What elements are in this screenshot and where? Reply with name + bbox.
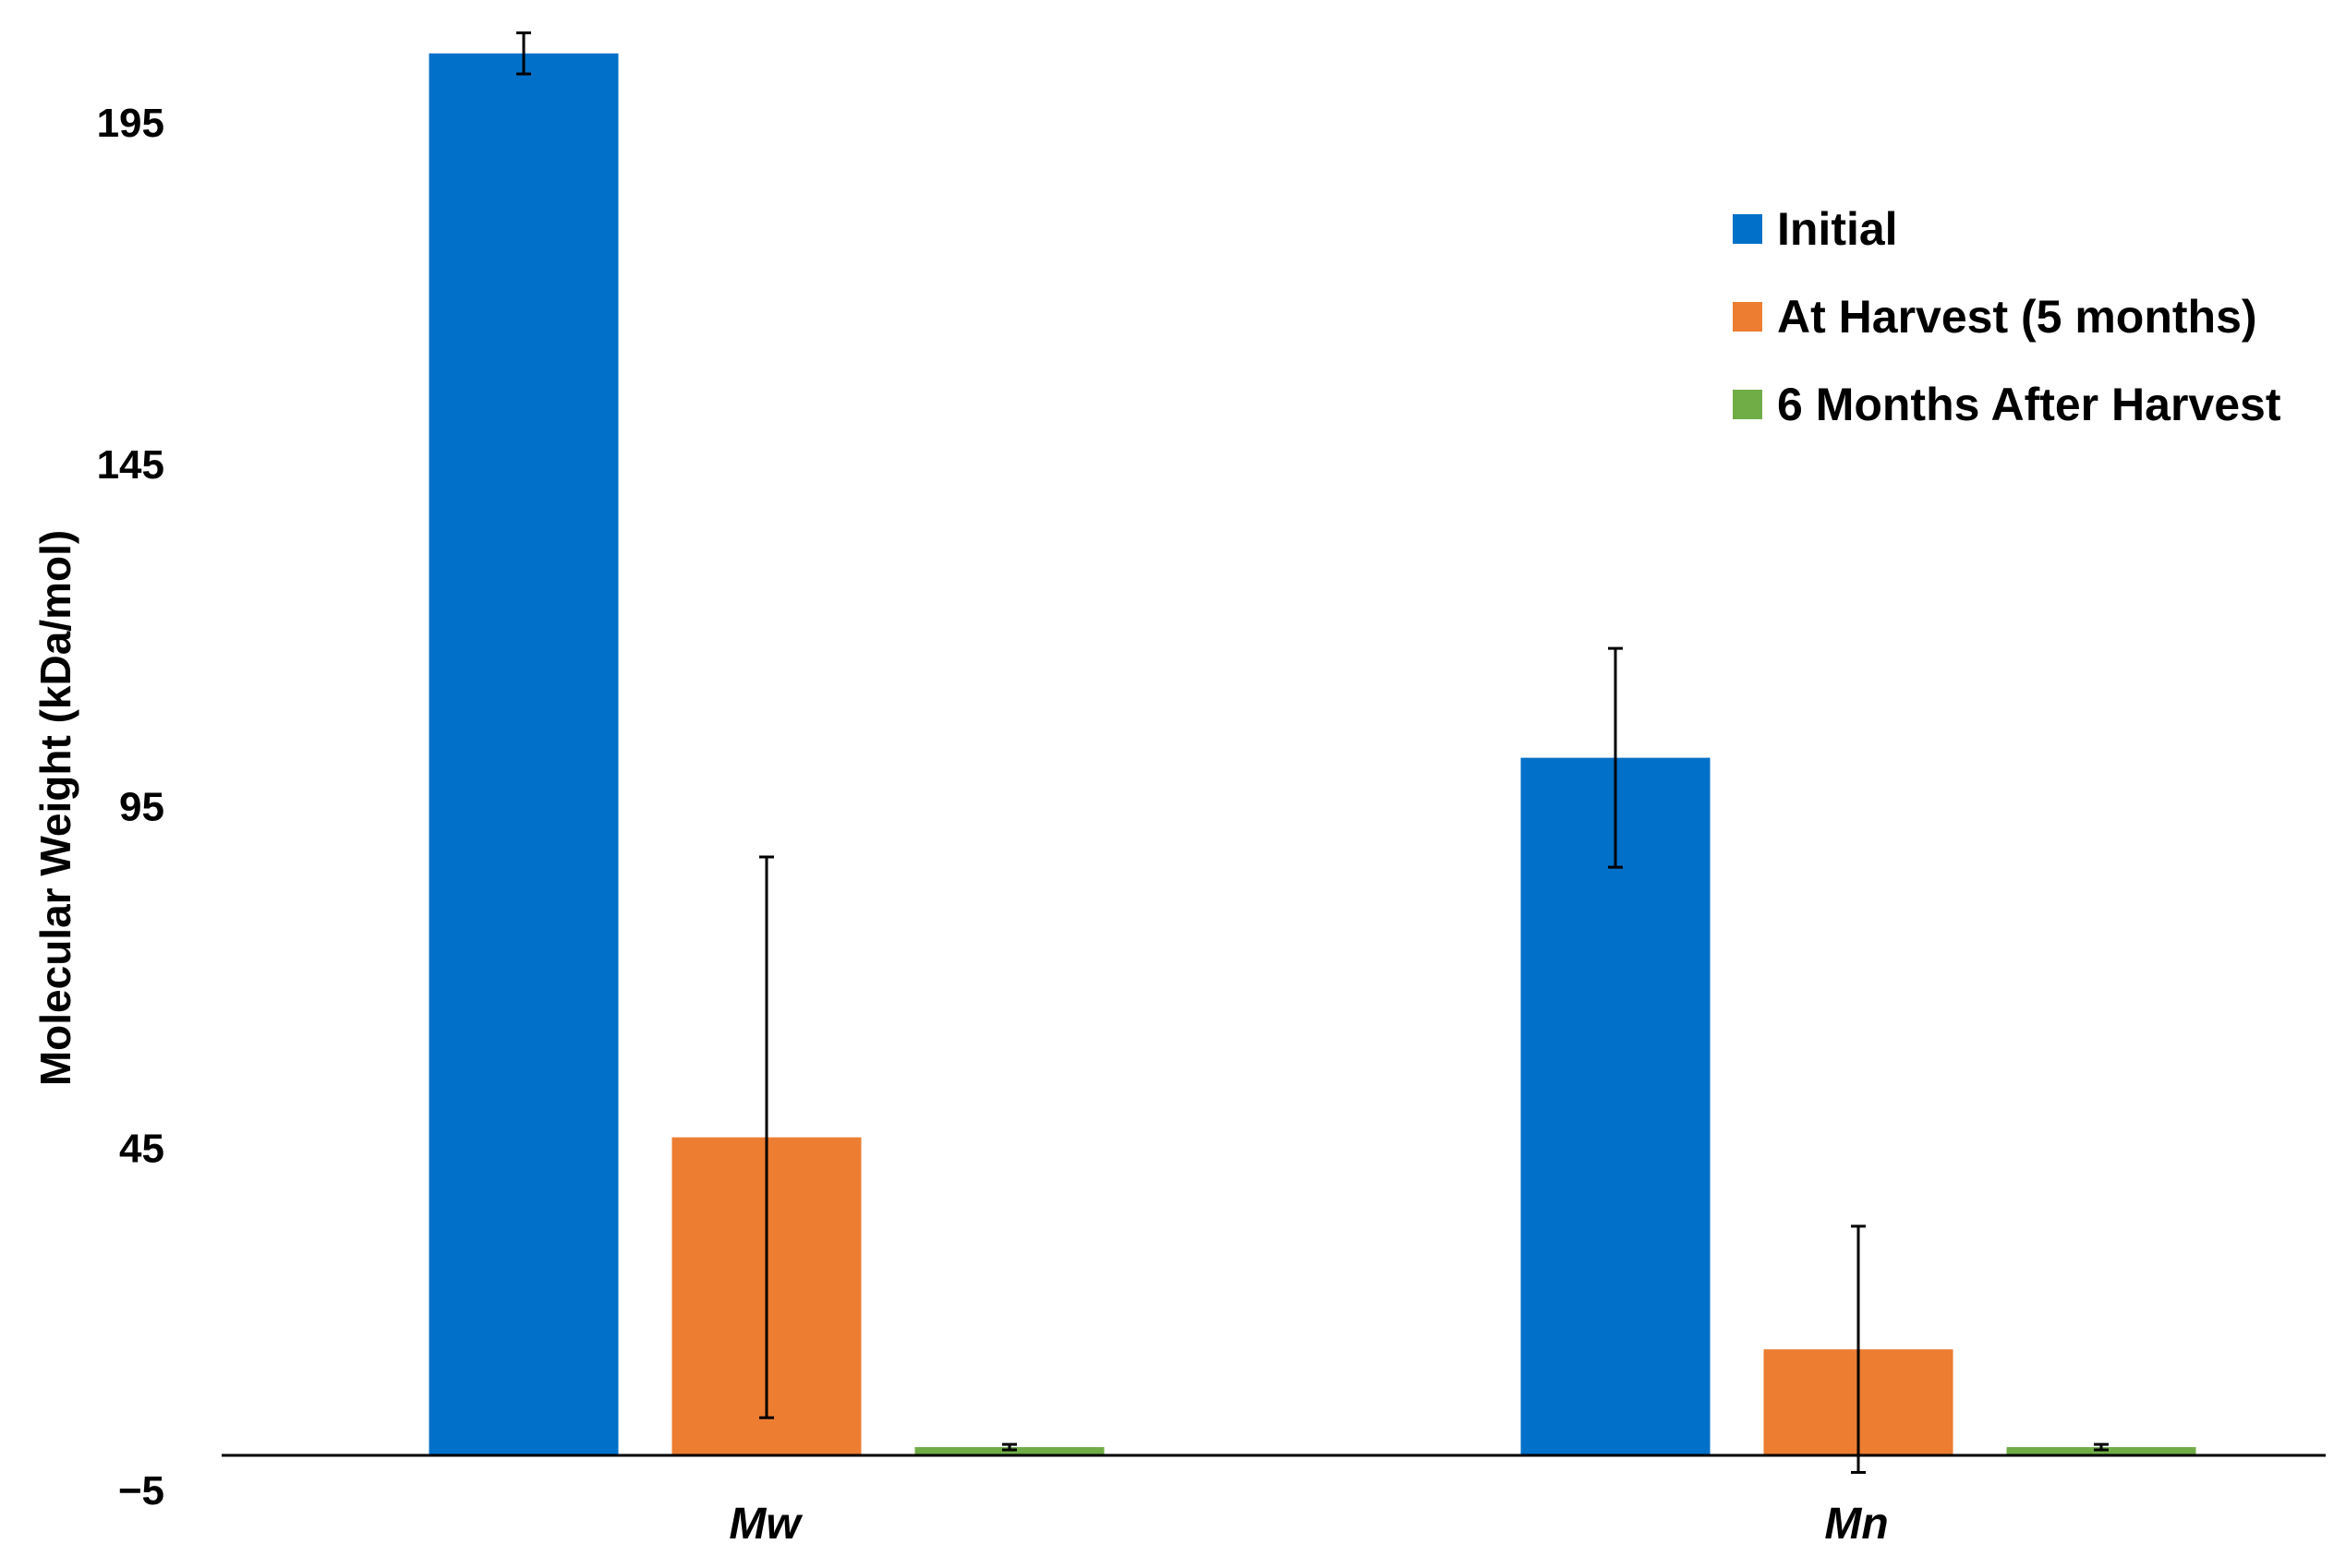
legend-swatch bbox=[1733, 302, 1762, 332]
y-tick-label: 95 bbox=[119, 784, 164, 829]
error-bar-mw-series-2 bbox=[759, 855, 774, 1419]
bar-mw-series-1 bbox=[429, 53, 619, 1455]
y-axis-title: Molecular Weight (kDa/mol) bbox=[31, 530, 79, 1086]
legend-label: 6 Months After Harvest bbox=[1777, 379, 2281, 430]
legend-swatch bbox=[1733, 390, 1762, 419]
legend-swatch bbox=[1733, 214, 1762, 244]
category-labels: Mw Mn bbox=[729, 1500, 1888, 1549]
error-bar-mw-series-3 bbox=[1002, 1442, 1017, 1452]
y-tick-label: 195 bbox=[97, 101, 164, 146]
error-bar-mw-series-1 bbox=[516, 31, 531, 76]
legend-item-3: 6 Months After Harvest bbox=[1733, 379, 2281, 430]
legend-item-2: At Harvest (5 months) bbox=[1733, 291, 2257, 343]
legend-label: At Harvest (5 months) bbox=[1777, 291, 2257, 343]
y-tick-label: 145 bbox=[97, 442, 164, 488]
y-tick-labels: −5 45 95 145 195 bbox=[97, 101, 164, 1514]
bar-mn-series-1 bbox=[1520, 757, 1711, 1455]
error-bar-mn-series-2 bbox=[1851, 1224, 1866, 1474]
legend-item-1: Initial bbox=[1733, 203, 1898, 255]
y-tick-label: −5 bbox=[118, 1468, 164, 1514]
category-label-mn: Mn bbox=[1824, 1500, 1888, 1549]
legend: Initial At Harvest (5 months) 6 Months Aft… bbox=[1733, 203, 2281, 430]
category-label-mw: Mw bbox=[729, 1500, 803, 1549]
y-tick-label: 45 bbox=[119, 1127, 164, 1172]
error-bar-mn-series-3 bbox=[2094, 1442, 2109, 1452]
legend-label: Initial bbox=[1777, 203, 1898, 255]
error-bars-layer bbox=[516, 31, 2109, 1474]
error-bar-mn-series-1 bbox=[1608, 646, 1623, 869]
bars-layer bbox=[429, 53, 2196, 1455]
